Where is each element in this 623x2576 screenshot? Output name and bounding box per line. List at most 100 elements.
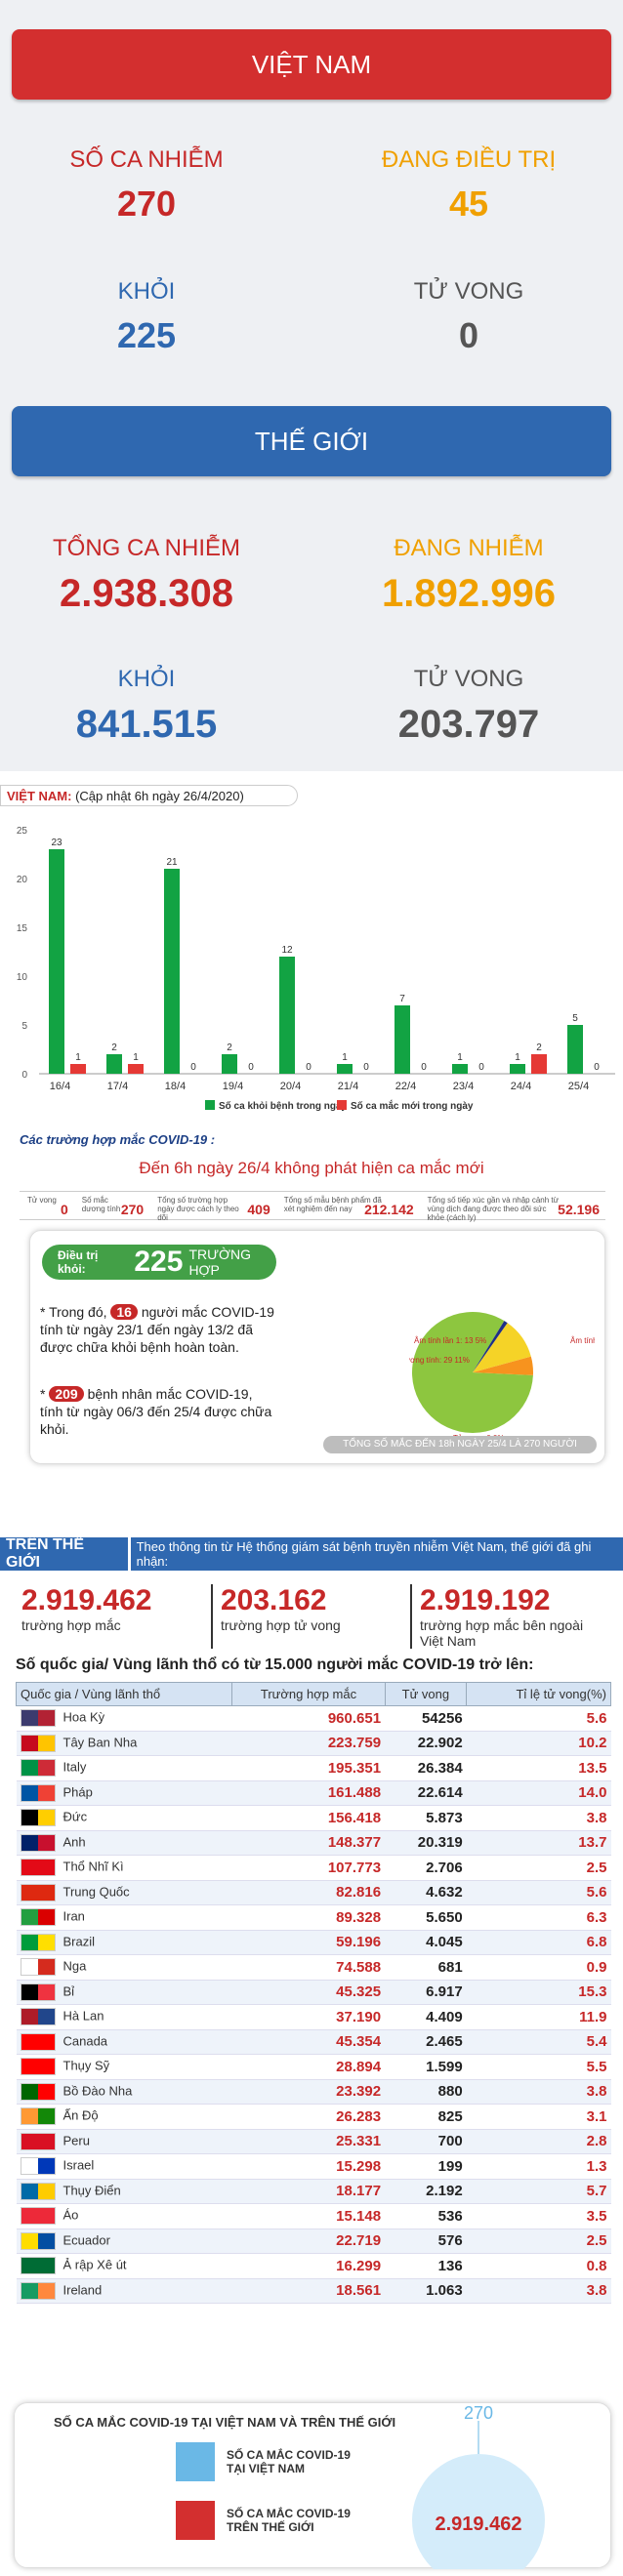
vn-infected-label: SỐ CA NHIỄM [69, 146, 224, 173]
figure-value: 52.196 [558, 1202, 600, 1217]
deaths-cell: 199 [385, 2153, 467, 2180]
country-cell: Hà Lan [16, 2004, 232, 2030]
figure-cell: Tổng số trường hợp ngày được cách ly the… [149, 1192, 276, 1222]
y-tick-label: 15 [17, 923, 28, 934]
pie-label: Dương tính: 29 11% [409, 1356, 470, 1365]
flag-icon [20, 2281, 56, 2300]
deaths-cell: 5.873 [385, 1805, 467, 1831]
world-total-value: 2.938.308 [60, 572, 233, 615]
country-cell: Hoa Kỳ [16, 1705, 232, 1732]
world-circle [412, 2454, 545, 2569]
bar-value-label: 1 [342, 1052, 348, 1063]
rate-cell: 13.5 [466, 1755, 611, 1781]
country-cell: Ecuador [16, 2228, 232, 2254]
table-row: Áo 15.148 536 3.5 [16, 2203, 611, 2229]
flag-icon [20, 2107, 56, 2126]
rate-cell: 11.9 [466, 2004, 611, 2030]
vietnam-detail-section: VIỆT NAM: (Cập nhật 6h ngày 26/4/2020) 0… [0, 771, 623, 1542]
table-row: Italy 195.351 26.384 13.5 [16, 1755, 611, 1781]
cases-cell: 148.377 [231, 1830, 386, 1856]
world-section: TRÊN THẾ GIỚI Theo thông tin từ Hệ thống … [0, 1536, 623, 2576]
deaths-cell: 6.917 [385, 1980, 467, 2005]
world-active-value: 1.892.996 [382, 572, 556, 615]
flag-icon [20, 1759, 56, 1778]
world-title: THẾ GIỚI [254, 426, 369, 456]
cases-cell: 161.488 [231, 1780, 386, 1806]
legend-vietnam-swatch [176, 2442, 215, 2481]
flag-icon [20, 1783, 56, 1802]
vn-update-header: VIỆT NAM: (Cập nhật 6h ngày 26/4/2020) [0, 785, 298, 806]
table-row: Bồ Đào Nha 23.392 880 3.8 [16, 2079, 611, 2105]
country-name: Ireland [62, 2282, 103, 2298]
country-table: Quốc gia / Vùng lãnh thổ Trường hợp mắc Tử… [15, 1682, 611, 2304]
country-name: Tây Ban Nha [62, 1735, 138, 1750]
deaths-cell: 880 [385, 2079, 467, 2105]
table-row: Thụy Sỹ 28.894 1.599 5.5 [16, 2054, 611, 2080]
flag-icon [20, 1908, 56, 1927]
country-cell: Thổ Nhĩ Kì [16, 1855, 232, 1881]
flag-icon [20, 1958, 56, 1977]
bar-recovered [567, 1025, 583, 1074]
x-tick-label: 24/4 [511, 1081, 531, 1092]
flag-icon [20, 2132, 56, 2150]
world-banner: THẾ GIỚI [12, 406, 611, 476]
cases-cell: 45.354 [231, 2029, 386, 2055]
pie-slice [473, 1321, 508, 1372]
y-tick-label: 20 [17, 875, 28, 885]
vn-deaths-value: 0 [458, 315, 479, 355]
bar-new [70, 1064, 86, 1074]
vn-recovered-label: KHỎI [117, 278, 176, 305]
x-tick-label: 25/4 [568, 1081, 589, 1092]
bar-value-label: 0 [594, 1062, 600, 1073]
country-cell: Pháp [16, 1780, 232, 1806]
deaths-cell: 4.045 [385, 1930, 467, 1955]
vietnam-banner: VIỆT NAM [12, 29, 611, 100]
flag-icon [20, 2231, 56, 2250]
pie-label: Âm tính lần 2: 3 1% [570, 1336, 595, 1345]
country-name: Bỉ [62, 1983, 75, 1999]
bar-value-label: 1 [457, 1052, 463, 1063]
cases-cell: 26.283 [231, 2104, 386, 2130]
bar-value-label: 12 [281, 945, 293, 956]
flag-icon [20, 1859, 56, 1877]
rate-cell: 10.2 [466, 1731, 611, 1756]
deaths-cell: 5.650 [385, 1904, 467, 1931]
table-row: Anh 148.377 20.319 13.7 [16, 1830, 611, 1856]
world-recovered-value: 841.515 [75, 703, 218, 746]
rate-cell: 13.7 [466, 1830, 611, 1856]
vn-treating: ĐANG ĐIỀU TRỊ 45 [322, 146, 615, 225]
rate-cell: 5.6 [466, 1705, 611, 1732]
world-bar-text: Theo thông tin từ Hệ thống giám sát bệnh… [136, 1539, 592, 1569]
bar-recovered [395, 1005, 410, 1074]
table-row: Iran 89.328 5.650 6.3 [16, 1904, 611, 1931]
cases-cell: 18.177 [231, 2179, 386, 2204]
world-stat-outside-label: trường hợp mắc bên ngoài Việt Nam [420, 1617, 584, 1649]
bar-value-label: 0 [363, 1062, 369, 1073]
figure-value: 270 [120, 1202, 145, 1217]
legend-world: SỐ CA MẮC COVID-19 TRÊN THẾ GIỚI [176, 2501, 363, 2540]
figures-row: Tử vong 0 Số mắc dương tính 270 Tổng số trườ… [20, 1191, 605, 1222]
legend-world-swatch [176, 2501, 215, 2540]
bar-value-label: 0 [478, 1062, 484, 1073]
note-2: * 209 bệnh nhân mắc COVID-19, tính từ ng… [40, 1386, 272, 1437]
table-header-cell: Trường hợp mắc [231, 1682, 386, 1706]
country-cell: Nga [16, 1954, 232, 1981]
country-cell: Đức [16, 1805, 232, 1831]
cases-cell: 25.331 [231, 2129, 386, 2154]
y-tick-label: 5 [21, 1021, 27, 1032]
country-name: Nga [62, 1958, 87, 1974]
country-cell: Ấn Độ [16, 2104, 232, 2130]
pie-slice [473, 1356, 533, 1375]
table-row: Pháp 161.488 22.614 14.0 [16, 1780, 611, 1806]
table-row: Thụy Điển 18.177 2.192 5.7 [16, 2179, 611, 2204]
y-tick-label: 0 [21, 1070, 27, 1081]
country-name: Thụy Sỹ [62, 2058, 110, 2073]
cases-cell: 89.328 [231, 1904, 386, 1931]
table-row: Thổ Nhĩ Kì 107.773 2.706 2.5 [16, 1855, 611, 1881]
cured-unit: TRƯỜNG HỢP [188, 1247, 252, 1278]
country-cell: Israel [16, 2153, 232, 2180]
country-name: Anh [62, 1834, 86, 1850]
cases-cell: 37.190 [231, 2004, 386, 2030]
country-name: Áo [62, 2207, 79, 2223]
country-name: Canada [62, 2033, 108, 2049]
